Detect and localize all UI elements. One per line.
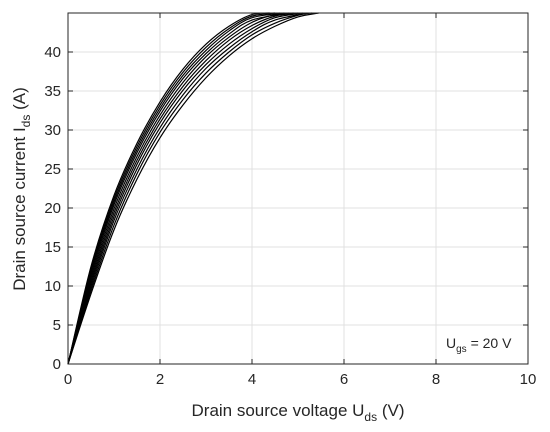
series-line-2 (67, 12, 280, 365)
series-line-5 (67, 12, 294, 365)
y-tick-label: 40 (44, 44, 61, 61)
y-axis-label: Drain source current Ids (A) (10, 87, 33, 291)
x-tick-label: 8 (432, 371, 440, 388)
tick-labels: 0 2 4 6 8 10 0 5 10 15 20 25 30 35 40 (44, 44, 536, 388)
grid (67, 13, 529, 365)
ugs-annotation: Ugs = 20 V (446, 335, 512, 355)
y-tick-label: 10 (44, 278, 61, 295)
series-line-8 (67, 12, 308, 365)
x-tick-label: 10 (520, 371, 537, 388)
series-line-7 (67, 12, 303, 365)
series-line-6 (67, 12, 299, 365)
x-tick-label: 6 (340, 371, 348, 388)
x-tick-label: 2 (156, 371, 164, 388)
y-tick-label: 0 (53, 356, 61, 373)
y-tick-label: 35 (44, 83, 61, 100)
y-tick-label: 25 (44, 161, 61, 178)
y-tick-label: 15 (44, 239, 61, 256)
y-tick-label: 5 (53, 317, 61, 334)
series-line-1 (67, 12, 276, 365)
axes-box (67, 12, 529, 365)
y-tick-label: 20 (44, 200, 61, 217)
x-tick-label: 4 (248, 371, 256, 388)
series-line-10 (67, 12, 319, 365)
y-tick-label: 30 (44, 122, 61, 139)
x-axis-label: Drain source voltage Uds (V) (192, 401, 405, 424)
x-tick-label: 0 (64, 371, 72, 388)
series-line-3 (67, 12, 285, 365)
series-line-9 (67, 12, 312, 365)
ticks (67, 13, 529, 365)
curves (67, 12, 319, 365)
series-line-4 (67, 12, 289, 365)
